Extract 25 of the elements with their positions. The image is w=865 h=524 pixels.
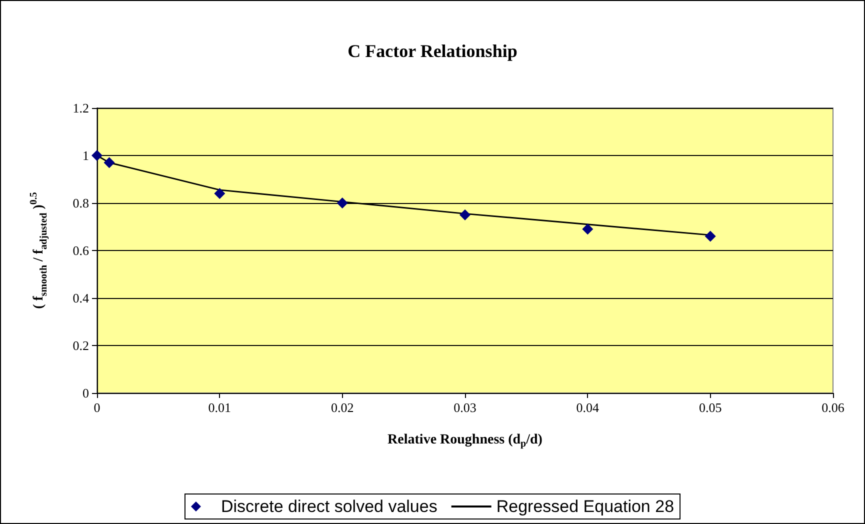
x-tick-label: 0.03 [454, 400, 476, 415]
legend-label: Regressed Equation 28 [496, 497, 674, 516]
point [214, 188, 226, 199]
point [104, 157, 115, 168]
point [704, 230, 716, 242]
point [460, 209, 470, 220]
point [92, 150, 102, 161]
y-tick-label: 0 [82, 386, 89, 400]
y-tick-label: 1.2 [72, 100, 89, 116]
point [336, 198, 348, 208]
x-tick-label: 0.04 [576, 400, 600, 415]
x-tick-label: 0.06 [822, 400, 845, 415]
y-tick-label: 1 [82, 148, 89, 163]
y-axis-title: ( fsmooth / fadjusted )0.5 [28, 192, 50, 309]
x-tick-label: 0.01 [208, 400, 232, 415]
point [582, 224, 594, 235]
x-tick-label: 0 [94, 400, 100, 415]
legend-label: Discrete direct solved values [220, 497, 438, 516]
x-tick-label: 0.02 [330, 400, 354, 415]
x-tick-label: 0.05 [698, 400, 722, 415]
y-tick-label: 0.6 [72, 243, 90, 258]
y-tick-label: 0.4 [72, 290, 90, 306]
y-tick-label: 0.2 [72, 338, 89, 353]
chart-title: C Factor Relationship [348, 41, 518, 61]
y-tick-label: 0.8 [72, 196, 89, 210]
